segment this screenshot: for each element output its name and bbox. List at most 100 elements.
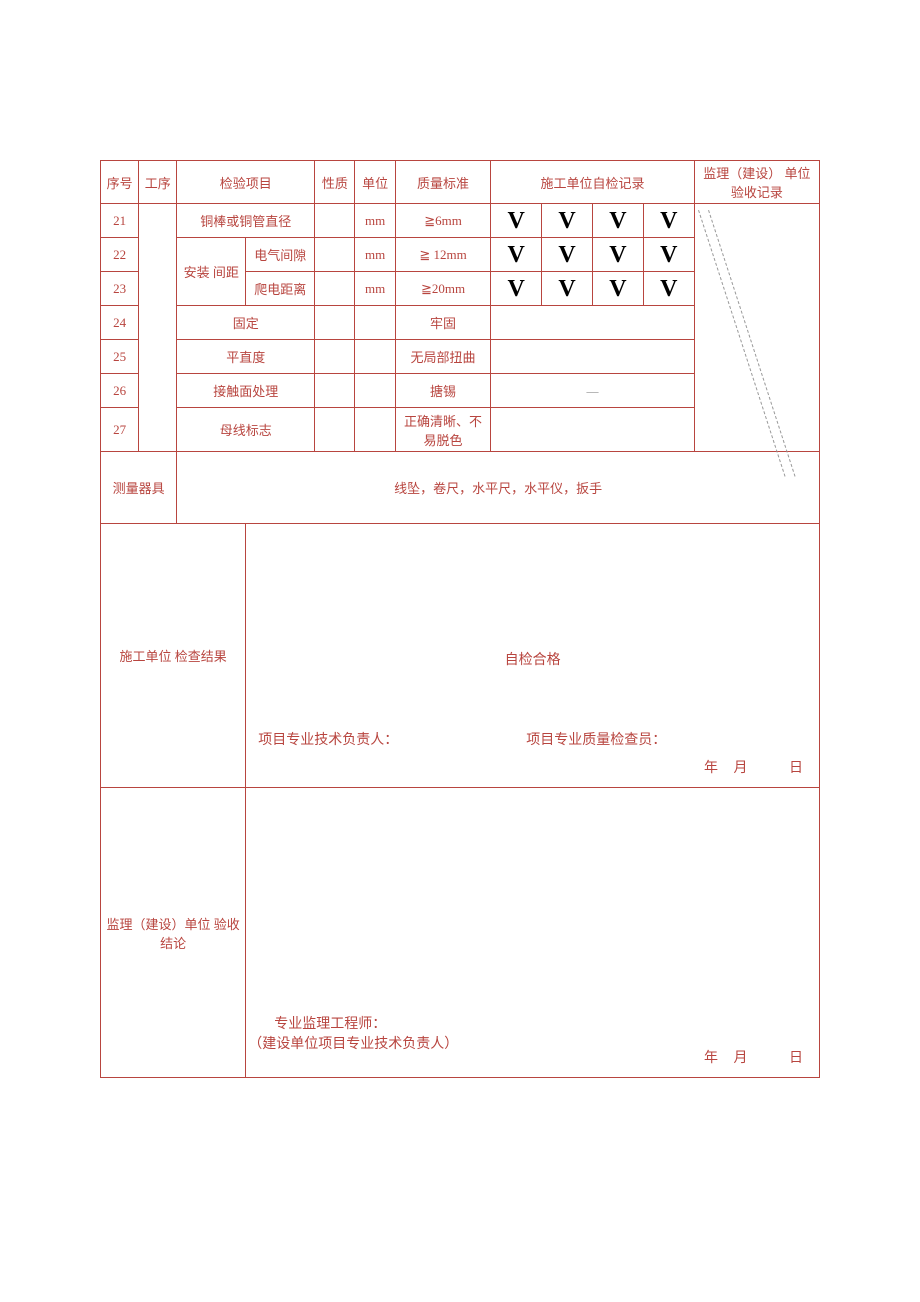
dash-mark: — bbox=[587, 384, 599, 398]
col-accept: 监理（建设） 单位验收记录 bbox=[694, 161, 819, 204]
checkmark-icon: V bbox=[507, 242, 524, 268]
cell-check: V bbox=[593, 238, 644, 272]
cell-nature bbox=[315, 306, 355, 340]
construct-result-content: 自检合格 项目专业技术负责人： 项目专业质量检查员： 年 月 日 bbox=[246, 524, 820, 788]
cell-check: V bbox=[643, 204, 694, 238]
cell-subitem: 电气间隙 bbox=[246, 238, 315, 272]
cell-unit: mm bbox=[355, 204, 395, 238]
cell-item: 固定 bbox=[177, 306, 315, 340]
col-nature: 性质 bbox=[315, 161, 355, 204]
supervisor-result-content: 专业监理工程师： （建设单位项目专业技术负责人） 年 月 日 bbox=[246, 788, 820, 1078]
cell-check: V bbox=[593, 272, 644, 306]
cell-std: 无局部扭曲 bbox=[395, 340, 490, 374]
cell-num: 27 bbox=[101, 408, 139, 452]
cell-num: 24 bbox=[101, 306, 139, 340]
cell-std: ≧20mm bbox=[395, 272, 490, 306]
col-standard: 质量标准 bbox=[395, 161, 490, 204]
cell-num: 23 bbox=[101, 272, 139, 306]
measure-value: 线坠，卷尺，水平尺，水平仪，扳手 bbox=[177, 452, 820, 524]
cell-check: V bbox=[542, 272, 593, 306]
cell-check: V bbox=[491, 272, 542, 306]
checkmark-icon: V bbox=[660, 276, 677, 302]
checkmark-icon: V bbox=[660, 208, 677, 234]
cell-nature bbox=[315, 408, 355, 452]
cell-check: V bbox=[643, 272, 694, 306]
cell-item: 接触面处理 bbox=[177, 374, 315, 408]
checkmark-icon: V bbox=[507, 276, 524, 302]
date-day: 日 bbox=[789, 761, 803, 776]
table-header-row: 序号 工序 检验项目 性质 单位 质量标准 施工单位自检记录 监理（建设） 单位… bbox=[101, 161, 820, 204]
construct-result-label: 施工单位 检查结果 bbox=[101, 524, 246, 788]
col-num: 序号 bbox=[101, 161, 139, 204]
cell-check-dash: — bbox=[491, 374, 695, 408]
self-check-text: 自检合格 bbox=[505, 649, 561, 669]
checkmark-icon: V bbox=[609, 242, 626, 268]
checkmark-icon: V bbox=[660, 242, 677, 268]
date-year: 年 bbox=[704, 1051, 724, 1066]
tech-leader-label: 项目专业技术负责人： bbox=[258, 729, 398, 749]
date-month: 月 bbox=[734, 1051, 754, 1066]
cell-std: ≧6mm bbox=[395, 204, 490, 238]
cell-check: V bbox=[491, 204, 542, 238]
checkmark-icon: V bbox=[609, 208, 626, 234]
inspection-table: 序号 工序 检验项目 性质 单位 质量标准 施工单位自检记录 监理（建设） 单位… bbox=[100, 160, 820, 1078]
cell-num: 25 bbox=[101, 340, 139, 374]
cell-std: ≧ 12mm bbox=[395, 238, 490, 272]
cell-std: 正确清晰、不易脱色 bbox=[395, 408, 490, 452]
date-label: 年 月 日 bbox=[704, 757, 803, 777]
supervisor-result-label: 监理（建设）单位 验收结论 bbox=[101, 788, 246, 1078]
cell-item: 铜棒或铜管直径 bbox=[177, 204, 315, 238]
cell-check-empty bbox=[491, 340, 695, 374]
cell-item: 母线标志 bbox=[177, 408, 315, 452]
cell-process bbox=[139, 204, 177, 452]
cell-unit bbox=[355, 340, 395, 374]
cell-num: 21 bbox=[101, 204, 139, 238]
cell-unit bbox=[355, 306, 395, 340]
cell-check: V bbox=[643, 238, 694, 272]
cell-unit: mm bbox=[355, 238, 395, 272]
prof-eng-label: 专业监理工程师： bbox=[274, 1013, 386, 1033]
qc-checker-label: 项目专业质量检查员： bbox=[526, 729, 666, 749]
checkmark-icon: V bbox=[558, 276, 575, 302]
cell-item: 平直度 bbox=[177, 340, 315, 374]
checkmark-icon: V bbox=[558, 208, 575, 234]
date-label: 年 月 日 bbox=[704, 1047, 803, 1067]
cell-unit bbox=[355, 408, 395, 452]
checkmark-icon: V bbox=[507, 208, 524, 234]
construct-result-row: 施工单位 检查结果 自检合格 项目专业技术负责人： 项目专业质量检查员： 年 月… bbox=[101, 524, 820, 788]
cell-item-group: 安装 间距 bbox=[177, 238, 246, 306]
cell-std: 搪锡 bbox=[395, 374, 490, 408]
col-record: 施工单位自检记录 bbox=[491, 161, 695, 204]
cell-check: V bbox=[542, 204, 593, 238]
cell-unit bbox=[355, 374, 395, 408]
cell-nature bbox=[315, 374, 355, 408]
cell-check: V bbox=[593, 204, 644, 238]
measure-label: 测量器具 bbox=[101, 452, 177, 524]
checkmark-icon: V bbox=[558, 242, 575, 268]
measure-row: 测量器具 线坠，卷尺，水平尺，水平仪，扳手 bbox=[101, 452, 820, 524]
supervisor-result-row: 监理（建设）单位 验收结论 专业监理工程师： （建设单位项目专业技术负责人） 年… bbox=[101, 788, 820, 1078]
cell-num: 22 bbox=[101, 238, 139, 272]
checkmark-icon: V bbox=[609, 276, 626, 302]
cell-unit: mm bbox=[355, 272, 395, 306]
cell-check-empty bbox=[491, 408, 695, 452]
cell-check: V bbox=[491, 238, 542, 272]
cell-nature bbox=[315, 272, 355, 306]
cell-num: 26 bbox=[101, 374, 139, 408]
cell-accept-diagonal bbox=[694, 204, 819, 452]
cell-check-empty bbox=[491, 306, 695, 340]
cell-nature bbox=[315, 340, 355, 374]
cell-subitem: 爬电距离 bbox=[246, 272, 315, 306]
cell-check: V bbox=[542, 238, 593, 272]
cell-std: 牢固 bbox=[395, 306, 490, 340]
date-month: 月 bbox=[734, 761, 754, 776]
date-day: 日 bbox=[789, 1051, 803, 1066]
col-item: 检验项目 bbox=[177, 161, 315, 204]
col-unit: 单位 bbox=[355, 161, 395, 204]
date-year: 年 bbox=[704, 761, 724, 776]
table-row: 21 铜棒或铜管直径 mm ≧6mm V V V V bbox=[101, 204, 820, 238]
prof-eng-sub-label: （建设单位项目专业技术负责人） bbox=[248, 1033, 458, 1053]
cell-nature bbox=[315, 204, 355, 238]
col-process: 工序 bbox=[139, 161, 177, 204]
cell-nature bbox=[315, 238, 355, 272]
